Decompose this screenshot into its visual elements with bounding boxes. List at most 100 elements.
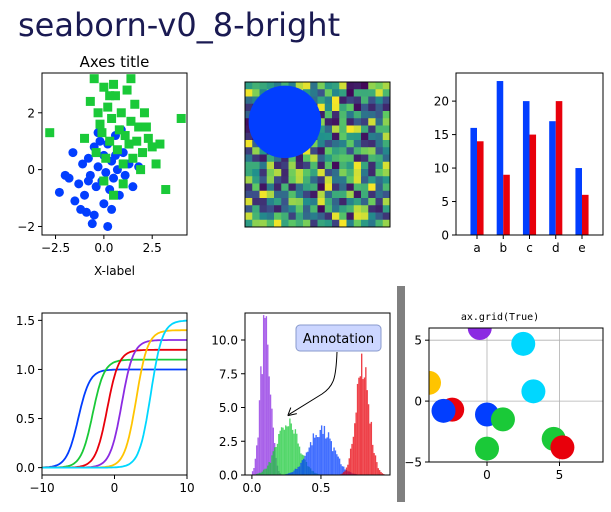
- heatmap-cell: [382, 103, 391, 112]
- heatmap-cell: [245, 96, 253, 105]
- y-tick-label: 1.0: [16, 363, 35, 377]
- scatter-point-square: [85, 96, 95, 106]
- grid-scatter-point: [475, 436, 499, 461]
- x-tick-label: −10: [29, 481, 54, 495]
- heatmap-cell: [259, 176, 268, 184]
- heatmap-cell: [317, 190, 326, 199]
- heatmap-cell: [368, 132, 376, 141]
- heatmap-cell: [259, 82, 268, 90]
- histogram-bar: [343, 466, 345, 475]
- heatmap-cell: [368, 111, 376, 119]
- scatter-point-circle: [68, 148, 78, 158]
- histogram-bar: [369, 423, 371, 475]
- histogram-bar: [279, 430, 281, 475]
- line-series-group: [42, 319, 187, 469]
- histogram-bar: [297, 443, 299, 475]
- scatter-point-circle: [87, 219, 97, 229]
- histogram-bar: [262, 315, 265, 475]
- scatter-point-square: [109, 79, 119, 89]
- bar: [575, 168, 582, 235]
- heatmap-cell: [353, 154, 362, 163]
- heatmap-cell: [252, 176, 260, 184]
- heatmap-cell: [266, 161, 275, 170]
- y-tick-label: −5: [404, 456, 422, 470]
- heatmap-cell: [368, 183, 376, 192]
- heatmap-cell: [339, 140, 347, 148]
- histogram-bar: [355, 412, 357, 475]
- heatmap-cell: [339, 161, 347, 170]
- histogram-bar: [291, 472, 294, 475]
- heatmap-cell: [310, 140, 318, 148]
- heatmap-axes: [244, 81, 391, 228]
- scatter-point-square: [103, 102, 113, 112]
- histogram-bar: [283, 429, 286, 475]
- histogram-bar: [359, 376, 361, 475]
- heatmap-cell: [324, 96, 333, 105]
- heatmap-cell: [339, 219, 347, 228]
- histogram-bar: [293, 433, 295, 475]
- histogram-bar: [372, 444, 374, 475]
- heatmap-cell: [382, 147, 391, 155]
- scatter-point-square: [109, 190, 119, 200]
- scatter-point-square: [91, 148, 101, 158]
- heatmap-cell: [346, 140, 355, 148]
- scatter-point-square: [134, 122, 144, 132]
- heatmap-cell: [375, 205, 384, 213]
- bar: [549, 121, 556, 235]
- x-tick-label: a: [473, 241, 480, 255]
- y-tick-label: −2: [17, 220, 35, 234]
- heatmap-cell: [339, 82, 347, 90]
- heatmap-cell: [361, 118, 369, 126]
- heatmap-cell: [375, 140, 384, 148]
- heatmap-cell: [288, 82, 297, 90]
- histogram-bar: [272, 451, 274, 475]
- scatter-point-square: [136, 165, 146, 175]
- histogram-bar: [286, 426, 288, 475]
- histogram-bar: [254, 458, 257, 475]
- y-tick-label: 0.5: [16, 412, 35, 426]
- heatmap-cell: [353, 169, 362, 177]
- histogram-bar: [377, 468, 379, 475]
- y-tick-label: 5: [414, 334, 422, 348]
- heatmap-cell: [310, 169, 318, 177]
- heatmap-cell: [252, 205, 260, 213]
- heatmap-cell: [295, 205, 304, 213]
- histogram-bar: [305, 452, 308, 475]
- heatmap-cell: [317, 96, 326, 105]
- heatmap-cell: [295, 190, 304, 199]
- heatmap-cell: [324, 140, 333, 148]
- histogram-bar: [320, 425, 323, 475]
- heatmap-cell: [317, 125, 326, 134]
- histogram-bar: [332, 451, 334, 475]
- heatmap-cell: [252, 183, 260, 192]
- histogram-bar: [268, 461, 270, 475]
- heatmap-cell: [266, 219, 275, 228]
- scatter-point-square: [126, 116, 136, 126]
- histogram-bar: [261, 374, 263, 475]
- heatmap-cell: [295, 198, 304, 206]
- histogram-bar: [251, 471, 254, 475]
- heatmap-cell: [368, 125, 376, 134]
- histogram-bar: [323, 425, 326, 475]
- heatmap-cell: [368, 205, 376, 213]
- heatmap-cell: [310, 198, 318, 206]
- heatmap-cell: [245, 125, 253, 134]
- heatmap-cell: [317, 198, 326, 206]
- bar: [503, 174, 510, 235]
- histogram-bar: [362, 379, 364, 475]
- heatmap-cell: [375, 161, 384, 170]
- histogram-bar: [333, 447, 335, 475]
- heatmap-cell: [368, 154, 376, 163]
- heatmap-cell: [281, 198, 289, 206]
- heatmap-cell: [361, 205, 369, 213]
- heatmap-cell: [274, 161, 282, 170]
- heatmap-cell: [375, 219, 384, 228]
- scatter-point-square: [99, 82, 109, 92]
- heatmap-cell: [368, 176, 376, 184]
- heatmap-cell: [317, 169, 326, 177]
- figure-suptitle: seaborn-v0_8-bright: [18, 6, 340, 44]
- heatmap-cell: [368, 212, 376, 221]
- heatmap-cell: [288, 161, 297, 170]
- axes-frame: [244, 312, 391, 476]
- heatmap-cell: [245, 183, 253, 192]
